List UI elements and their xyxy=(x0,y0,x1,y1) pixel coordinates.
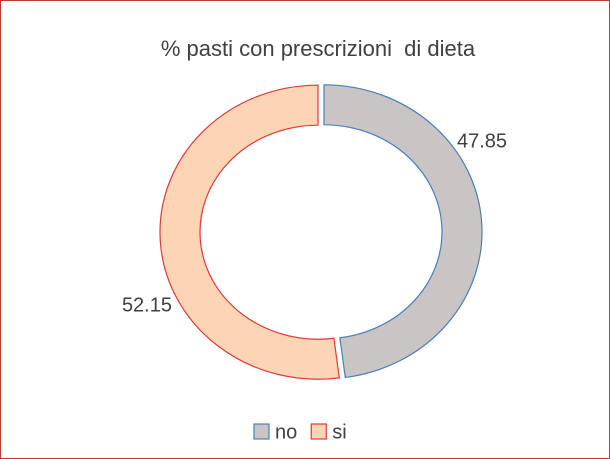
legend-label: no xyxy=(275,421,297,443)
donut-segment xyxy=(159,84,340,380)
data-label: 47.85 xyxy=(457,130,507,152)
legend-label: si xyxy=(332,421,346,443)
legend-swatch xyxy=(310,423,327,440)
legend-swatch xyxy=(253,423,270,440)
donut-segment xyxy=(323,84,483,379)
data-label: 52.15 xyxy=(122,294,172,316)
chart-title: % pasti con prescrizioni di dieta xyxy=(161,36,476,61)
